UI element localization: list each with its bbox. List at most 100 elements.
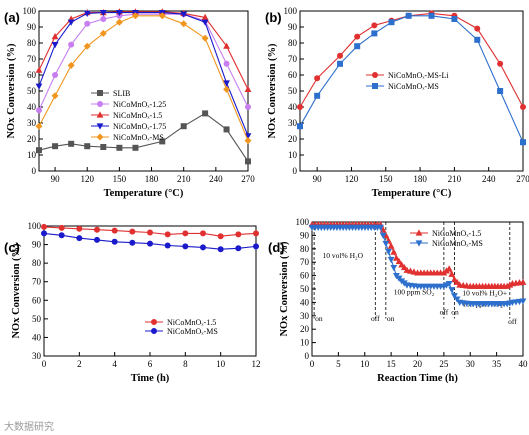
x-axis-label: Temperature (°C) [372, 188, 452, 199]
data-point [354, 33, 361, 40]
data-point [314, 75, 321, 82]
x-tick-label: 210 [448, 174, 462, 184]
x-tick-label: 4 [112, 359, 117, 369]
y-tick-label: 20 [27, 134, 37, 144]
y-tick-label: 10 [288, 150, 298, 160]
x-tick-label: 210 [177, 174, 191, 184]
data-point [379, 232, 387, 239]
x-tick-label: 8 [183, 359, 188, 369]
legend-label: NiCoMnOₓ-1.25 [113, 100, 166, 109]
legend-marker [151, 319, 157, 325]
data-point [405, 12, 412, 19]
plot-frame [299, 10, 524, 172]
y-tick-label: 100 [284, 6, 298, 16]
data-point [395, 257, 403, 265]
x-axis-label: Time (h) [131, 373, 170, 384]
data-point [387, 256, 395, 264]
y-tick-label: 50 [300, 284, 310, 294]
data-point [297, 123, 303, 130]
y-tick-label: 10 [300, 338, 310, 348]
data-point [314, 92, 321, 99]
event-label: off [371, 314, 380, 323]
y-tick-label: 40 [288, 102, 298, 112]
y-tick-label: 90 [288, 22, 298, 32]
data-point [84, 143, 91, 150]
data-point [132, 144, 139, 151]
data-point [520, 139, 526, 146]
data-point [244, 133, 252, 140]
plot-frame [38, 10, 249, 172]
y-tick-label: 40 [32, 332, 42, 342]
y-tick-label: 20 [300, 324, 310, 334]
y-tick-label: 100 [28, 221, 42, 231]
event-label: on [451, 307, 459, 316]
data-point [497, 60, 504, 67]
data-point [201, 34, 209, 42]
data-point [448, 270, 456, 277]
data-point [35, 122, 43, 130]
y-tick-label: 60 [27, 70, 37, 80]
data-point [223, 80, 230, 87]
x-tick-label: 35 [492, 359, 502, 369]
y-tick-label: 90 [27, 22, 37, 32]
event-label: off [440, 307, 449, 316]
y-tick-label: 80 [300, 244, 310, 254]
data-point [58, 224, 65, 231]
series-4 [35, 12, 252, 145]
panel-letter: (b) [265, 10, 282, 25]
data-point [390, 248, 398, 255]
y-tick-label: 60 [288, 70, 298, 80]
data-point [371, 30, 378, 37]
y-tick-label: 80 [27, 38, 37, 48]
y-tick-label: 50 [288, 86, 298, 96]
data-point [164, 231, 171, 238]
x-tick-label: 150 [379, 174, 393, 184]
series-0 [41, 223, 259, 240]
data-point [235, 245, 242, 252]
data-point [387, 242, 395, 249]
data-point [180, 20, 188, 28]
legend-label: NiCoMnOₓ-1.5 [113, 111, 162, 120]
data-point [377, 224, 384, 231]
data-point [388, 19, 395, 26]
chart-panel-0: (a) 90 120 150 180 210 240 270 0 10 20 30 40 50 60 70 80… [4, 6, 255, 199]
legend-marker [415, 229, 423, 236]
annotation-text: 100 ppm SO₂ [394, 287, 435, 296]
data-point [41, 223, 47, 230]
series-line [38, 15, 249, 141]
watermark-text: 大数据研究 [4, 422, 54, 433]
x-tick-label: 270 [241, 174, 255, 184]
data-point [474, 25, 481, 32]
data-point [337, 52, 344, 59]
series-line [38, 13, 249, 111]
data-point [253, 243, 259, 250]
data-point [67, 19, 75, 26]
data-point [223, 85, 231, 93]
data-point [182, 243, 189, 250]
x-tick-label: 15 [387, 359, 397, 369]
y-tick-label: 70 [300, 257, 310, 267]
y-tick-label: 70 [32, 277, 42, 287]
y-axis-label: NOx Conversion (%) [279, 241, 290, 337]
chart-panel-3: (d) 0 5 10 15 20 25 30 35 40 0 10 20 30 40 50 60 70 80 90 10… [268, 217, 528, 384]
data-point [223, 60, 230, 67]
data-point [180, 123, 187, 130]
data-point [297, 104, 303, 110]
data-point [180, 11, 188, 18]
data-point [393, 254, 400, 261]
data-point [58, 232, 65, 239]
series-1 [297, 12, 526, 146]
y-tick-label: 0 [293, 166, 298, 176]
x-axis-label: Reaction Time (h) [377, 373, 458, 384]
legend-marker [372, 83, 378, 89]
data-point [68, 140, 75, 147]
data-point [337, 60, 344, 67]
y-axis-label: NOx Conversion (%) [6, 43, 17, 139]
y-tick-label: 50 [32, 314, 42, 324]
data-point [159, 138, 166, 145]
x-tick-label: 25 [439, 359, 449, 369]
data-point [111, 238, 118, 245]
y-tick-label: 0 [32, 166, 37, 176]
x-tick-label: 0 [310, 359, 315, 369]
data-point [115, 18, 123, 26]
